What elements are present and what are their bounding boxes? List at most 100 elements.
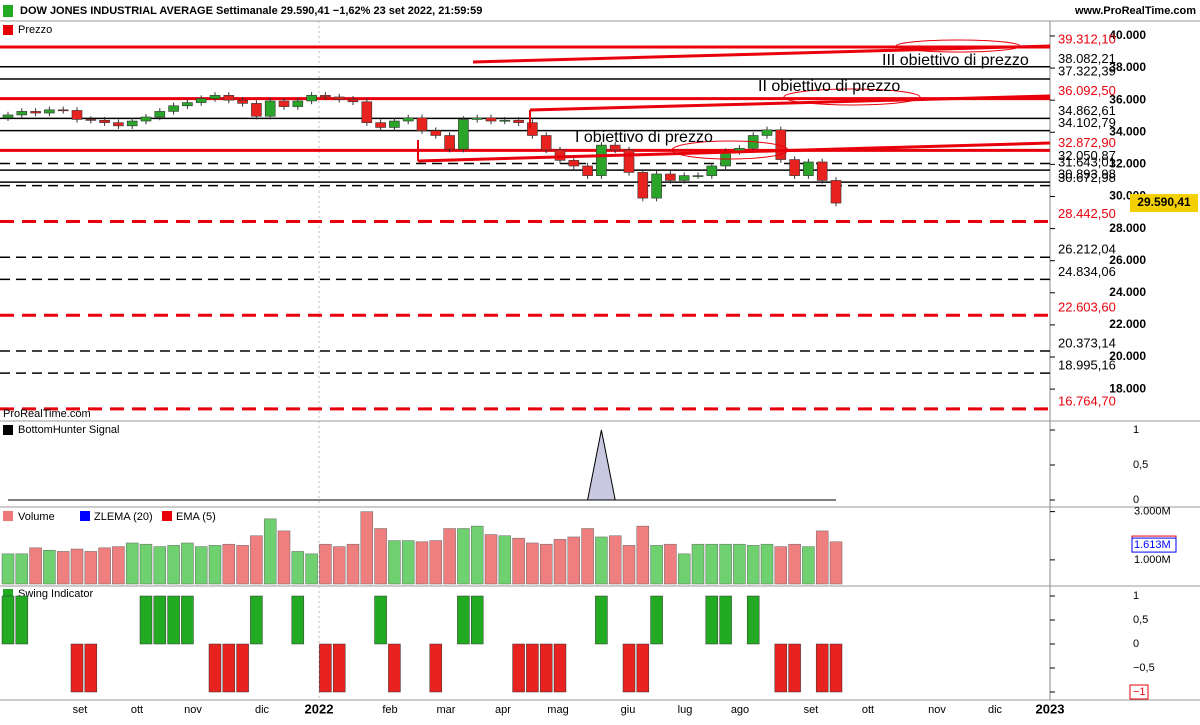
y-tick-label: 18.000 <box>1109 381 1146 395</box>
swing-bar <box>291 595 305 645</box>
app-icon <box>3 5 13 17</box>
volume-bar <box>677 553 691 585</box>
panel-icon <box>3 589 13 599</box>
tick-box <box>1129 684 1149 700</box>
swing-bar <box>512 643 525 693</box>
x-tick-label: giu <box>621 704 636 716</box>
y-tick-label: 0 <box>1133 494 1139 506</box>
y-tick-label: 1 <box>1133 590 1139 602</box>
volume-bar <box>539 543 553 585</box>
y-tick-label: 32.000 <box>1109 157 1146 171</box>
legend-swatch <box>80 511 90 521</box>
volume-bar <box>208 545 222 585</box>
header-title: DOW JONES INDUSTRIAL AVERAGE Settimanale… <box>20 5 482 17</box>
trend-line <box>472 44 1051 64</box>
swing-bar <box>719 595 732 645</box>
panel-title: Swing Indicator <box>18 588 94 600</box>
candle-body <box>830 180 842 204</box>
last-price-box <box>1130 194 1198 213</box>
level-label: 34.862,61 <box>1058 103 1116 118</box>
candle-body <box>140 116 152 122</box>
level-label: 26.212,04 <box>1058 242 1116 257</box>
trend-line <box>529 94 1051 112</box>
x-tick-label: mag <box>547 704 568 716</box>
level-label: 30.893,98 <box>1058 167 1116 182</box>
x-tick-label: feb <box>382 704 397 716</box>
level-label: 18.995,16 <box>1058 358 1116 373</box>
annotation: II obiettivo di prezzo <box>758 78 900 95</box>
y-tick-label: −1 <box>1133 686 1146 698</box>
swing-bar <box>622 643 636 693</box>
swing-bar <box>374 595 387 645</box>
swing-bar <box>181 595 194 645</box>
candle-body <box>195 98 207 103</box>
candle-body <box>44 109 55 114</box>
x-tick-label: ago <box>731 704 749 716</box>
level-label: 37.322,39 <box>1058 63 1116 78</box>
volume-bar <box>691 543 705 585</box>
panel-icon <box>3 511 13 521</box>
y-tick-label: 38.000 <box>1109 60 1146 74</box>
x-tick-label: apr <box>495 704 511 716</box>
candle-body <box>347 99 359 103</box>
volume-bar <box>733 543 746 585</box>
candle-body <box>458 119 469 150</box>
level-label: 32.872,90 <box>1058 135 1116 150</box>
volume-bar <box>512 537 525 585</box>
candle-body <box>113 122 124 127</box>
annotation: III obiettivo di prezzo <box>882 52 1029 69</box>
x-tick-label: set <box>73 704 88 716</box>
candle-body <box>237 99 248 104</box>
swing-bar <box>774 643 788 693</box>
volume-bar <box>788 543 801 585</box>
level-label: 28.442,50 <box>1058 206 1116 221</box>
y-tick-label: 1.613M <box>1134 539 1171 551</box>
volume-bar <box>153 546 167 585</box>
level-label: 36.092,50 <box>1058 83 1116 98</box>
candle-body <box>320 95 331 98</box>
candle-body <box>527 122 538 136</box>
swing-bar <box>139 595 153 645</box>
x-tick-label: dic <box>255 704 270 716</box>
swing-bar <box>470 595 484 645</box>
y-tick-label: −0,5 <box>1133 662 1155 674</box>
level-label: 20.373,14 <box>1058 335 1116 350</box>
swing-bar <box>84 643 98 693</box>
candle-body <box>789 159 800 176</box>
level-label: 39.312,10 <box>1058 31 1116 46</box>
level-label: 34.102,79 <box>1058 115 1116 130</box>
candle-body <box>154 111 166 118</box>
y-tick-label: 1.000M <box>1134 554 1171 566</box>
y-tick-label: 0,5 <box>1133 459 1148 471</box>
volume-bar <box>181 542 194 585</box>
candle-body <box>182 102 193 107</box>
volume-bar <box>360 511 374 585</box>
volume-bar <box>664 543 677 585</box>
candle-body <box>678 175 690 181</box>
candle-body <box>223 95 235 101</box>
volume-bar <box>415 541 429 585</box>
candle-body <box>540 135 552 151</box>
volume-bar <box>581 528 594 585</box>
candle-body <box>637 172 649 199</box>
volume-bar <box>829 541 843 585</box>
y-tick-label: 28.000 <box>1109 221 1146 235</box>
y-tick-label: 22.000 <box>1109 317 1146 331</box>
swing-bar <box>236 643 249 693</box>
candle-body <box>444 135 455 150</box>
swing-bar <box>636 643 650 693</box>
volume-bar <box>98 547 111 585</box>
candle-body <box>803 161 814 176</box>
volume-bar <box>250 535 263 585</box>
candle-body <box>402 117 414 122</box>
y-tick-label: 0 <box>1133 638 1139 650</box>
candle-body <box>430 130 442 136</box>
drawings <box>417 39 1051 163</box>
volume-bar <box>70 548 84 585</box>
volume-bar <box>277 530 291 585</box>
volume-bar <box>291 551 305 585</box>
header-site: www.ProRealTime.com <box>1074 5 1196 17</box>
candle-body <box>416 117 428 131</box>
candle-body <box>554 149 566 161</box>
candle-body <box>99 119 110 123</box>
